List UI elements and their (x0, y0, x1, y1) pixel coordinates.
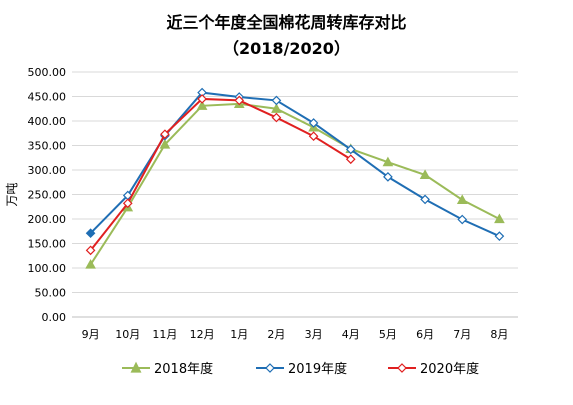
y-tick-label: 250.00 (28, 189, 67, 202)
data-point (85, 259, 96, 269)
data-point (85, 245, 96, 256)
y-tick-label: 150.00 (28, 238, 67, 251)
data-point (160, 129, 170, 140)
y-tick-label: 100.00 (28, 262, 67, 275)
y-tick-label: 400.00 (28, 115, 67, 128)
legend-swatch (256, 362, 284, 373)
data-point (494, 213, 505, 224)
x-tick-label: 11月 (152, 328, 177, 341)
data-point (196, 100, 208, 110)
x-tick-label: 8月 (490, 328, 508, 341)
legend-item: 2018年度 (122, 358, 213, 377)
x-tick-label: 1月 (230, 328, 248, 341)
y-tick-label: 50.00 (35, 287, 67, 300)
chart-title-line2: （2018/2020） (223, 39, 350, 58)
chart-title-line1: 近三个年度全国棉花周转库存对比 (166, 13, 407, 32)
y-tick-label: 200.00 (28, 213, 67, 226)
legend-swatch (388, 362, 416, 373)
x-tick-label: 4月 (342, 328, 360, 341)
x-tick-label: 10月 (115, 328, 140, 341)
chart-legend: 2018年度 2019年度 2020年度 (0, 358, 573, 382)
data-point (159, 138, 171, 149)
legend-item: 2020年度 (388, 358, 479, 377)
x-tick-label: 12月 (190, 328, 215, 341)
data-point (345, 144, 356, 155)
y-tick-label: 300.00 (28, 164, 67, 177)
data-point (345, 154, 356, 165)
y-axis-label: 万吨 (5, 182, 19, 206)
data-point (234, 95, 245, 106)
x-tick-label: 3月 (305, 328, 323, 341)
data-point (494, 231, 505, 241)
y-tick-label: 0.00 (42, 311, 67, 324)
series-line (89, 102, 500, 266)
series-line (89, 97, 352, 251)
x-tick-label: 2月 (267, 328, 285, 341)
data-point (419, 169, 431, 179)
y-tick-label: 450.00 (28, 91, 67, 104)
x-tick-label: 5月 (379, 328, 397, 341)
data-point (308, 118, 319, 128)
x-tick-label: 6月 (416, 328, 434, 341)
data-point (271, 95, 282, 106)
legend-swatch (122, 361, 150, 373)
data-point (85, 228, 96, 239)
y-tick-label: 350.00 (28, 140, 67, 153)
x-tick-label: 9月 (82, 328, 100, 341)
data-point (122, 198, 133, 209)
x-tick-label: 7月 (453, 328, 471, 341)
data-point (197, 94, 207, 104)
series-line (89, 91, 500, 238)
data-point (457, 214, 468, 225)
data-point (308, 131, 319, 142)
legend-label: 2020年度 (420, 362, 480, 377)
legend-label: 2019年度 (288, 362, 348, 377)
data-point (382, 156, 394, 167)
data-point (456, 194, 468, 204)
data-point (420, 194, 430, 205)
data-point (271, 112, 282, 123)
legend-item: 2019年度 (256, 358, 347, 377)
data-point (271, 103, 282, 113)
data-point (383, 172, 393, 182)
legend-label: 2018年度 (154, 362, 214, 377)
y-tick-label: 500.00 (28, 66, 67, 79)
